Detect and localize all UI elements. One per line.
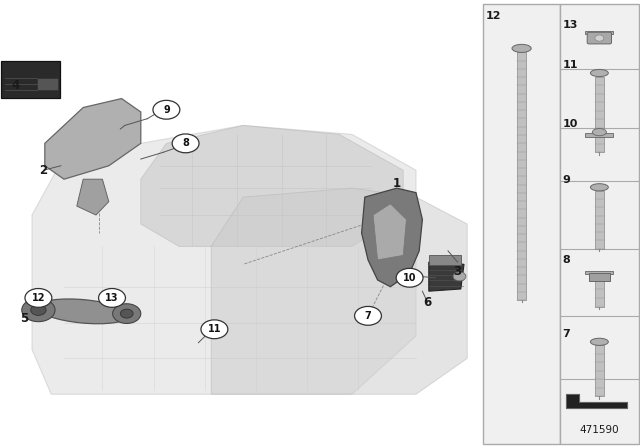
Text: 12: 12	[486, 11, 501, 21]
FancyBboxPatch shape	[585, 271, 614, 274]
Ellipse shape	[595, 35, 604, 41]
Text: 5: 5	[20, 311, 28, 325]
Ellipse shape	[590, 69, 609, 77]
Text: 13: 13	[563, 20, 578, 30]
Text: 9: 9	[563, 175, 570, 185]
FancyBboxPatch shape	[429, 255, 461, 265]
FancyBboxPatch shape	[595, 77, 604, 128]
Text: 10: 10	[563, 119, 578, 129]
Text: 11: 11	[207, 324, 221, 334]
Text: 10: 10	[403, 273, 417, 283]
FancyBboxPatch shape	[585, 31, 614, 34]
Ellipse shape	[593, 129, 607, 136]
Circle shape	[120, 309, 133, 318]
Text: 6: 6	[424, 296, 431, 309]
Polygon shape	[32, 125, 416, 394]
Text: 7: 7	[365, 311, 371, 321]
Ellipse shape	[590, 184, 609, 191]
FancyBboxPatch shape	[595, 345, 604, 396]
Circle shape	[25, 289, 52, 307]
FancyBboxPatch shape	[589, 273, 610, 281]
Polygon shape	[362, 188, 422, 287]
Text: 2: 2	[40, 164, 47, 177]
Text: 9: 9	[163, 105, 170, 115]
Text: 7: 7	[563, 329, 570, 339]
Circle shape	[153, 100, 180, 119]
Polygon shape	[45, 99, 141, 179]
Ellipse shape	[512, 44, 531, 52]
Polygon shape	[141, 125, 403, 246]
Text: 13: 13	[105, 293, 119, 303]
Circle shape	[453, 272, 466, 281]
FancyBboxPatch shape	[595, 191, 604, 249]
Text: 12: 12	[31, 293, 45, 303]
Ellipse shape	[37, 299, 129, 324]
Text: 3: 3	[454, 264, 461, 278]
Polygon shape	[373, 204, 406, 260]
Text: 4: 4	[12, 78, 20, 92]
Polygon shape	[429, 262, 464, 291]
Circle shape	[396, 268, 423, 287]
Circle shape	[22, 298, 55, 322]
FancyBboxPatch shape	[37, 78, 58, 90]
Text: 471590: 471590	[580, 425, 619, 435]
FancyBboxPatch shape	[560, 4, 639, 444]
FancyBboxPatch shape	[517, 52, 526, 300]
Circle shape	[99, 289, 125, 307]
FancyBboxPatch shape	[1, 61, 60, 98]
Circle shape	[172, 134, 199, 153]
Ellipse shape	[590, 338, 609, 345]
FancyBboxPatch shape	[595, 280, 604, 307]
Text: 8: 8	[563, 255, 570, 265]
Circle shape	[201, 320, 228, 339]
Text: 8: 8	[182, 138, 189, 148]
FancyBboxPatch shape	[595, 137, 604, 152]
FancyBboxPatch shape	[585, 133, 614, 137]
Text: 1: 1	[393, 177, 401, 190]
FancyBboxPatch shape	[483, 4, 560, 444]
Polygon shape	[211, 188, 467, 394]
Polygon shape	[566, 394, 627, 408]
Polygon shape	[77, 179, 109, 215]
Text: 11: 11	[563, 60, 578, 70]
FancyBboxPatch shape	[588, 32, 612, 44]
Circle shape	[31, 305, 46, 315]
Circle shape	[113, 304, 141, 323]
Circle shape	[355, 306, 381, 325]
